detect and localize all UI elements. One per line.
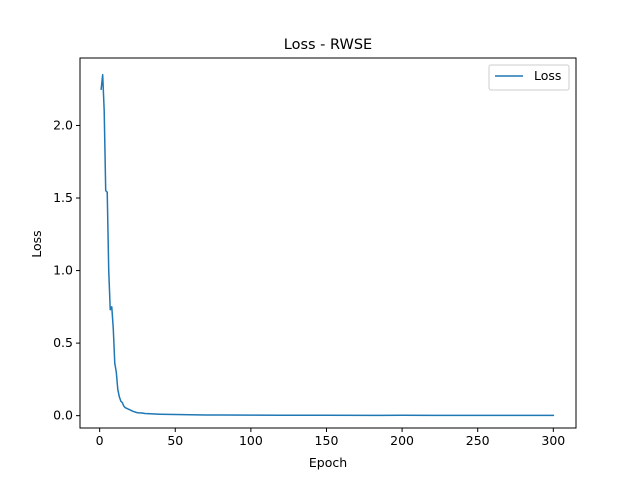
y-tick-label: 2.0 [53,117,73,132]
x-tick-label: 50 [167,433,183,448]
y-tick-label: 1.5 [53,190,73,205]
chart-title: Loss - RWSE [284,37,372,53]
y-tick-label: 0.5 [53,335,73,350]
legend-label-loss: Loss [534,68,561,83]
x-tick-label: 200 [390,433,414,448]
x-axis-label: Epoch [309,455,347,470]
legend: Loss [489,65,569,90]
x-tick-label: 100 [239,433,263,448]
plot-area [80,58,576,428]
x-tick-label: 150 [315,433,339,448]
y-tick-label: 0.0 [53,408,73,423]
y-axis-label: Loss [29,230,44,257]
x-tick-label: 0 [96,433,104,448]
x-tick-label: 300 [541,433,565,448]
x-tick-label: 250 [466,433,490,448]
y-tick-label: 1.0 [53,263,73,278]
